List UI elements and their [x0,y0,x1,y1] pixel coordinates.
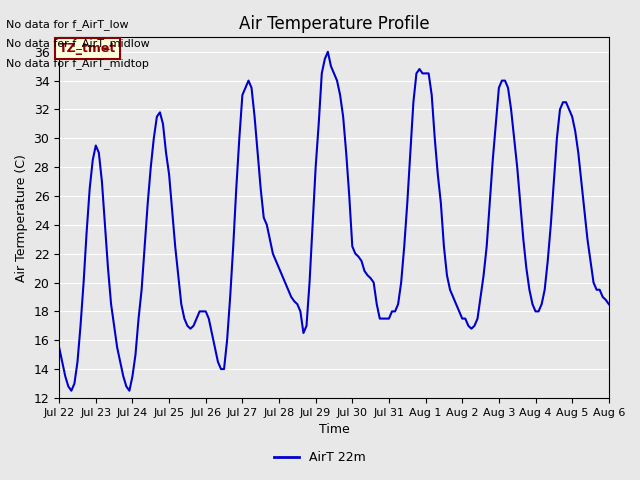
Text: TZ_tmet: TZ_tmet [59,42,116,55]
Legend: AirT 22m: AirT 22m [269,446,371,469]
Title: Air Temperature Profile: Air Temperature Profile [239,15,429,33]
X-axis label: Time: Time [319,423,349,436]
Text: No data for f_AirT_midlow: No data for f_AirT_midlow [6,38,150,49]
Text: No data for f_AirT_low: No data for f_AirT_low [6,19,129,30]
Y-axis label: Air Termperature (C): Air Termperature (C) [15,154,28,282]
Text: No data for f_AirT_midtop: No data for f_AirT_midtop [6,58,149,69]
